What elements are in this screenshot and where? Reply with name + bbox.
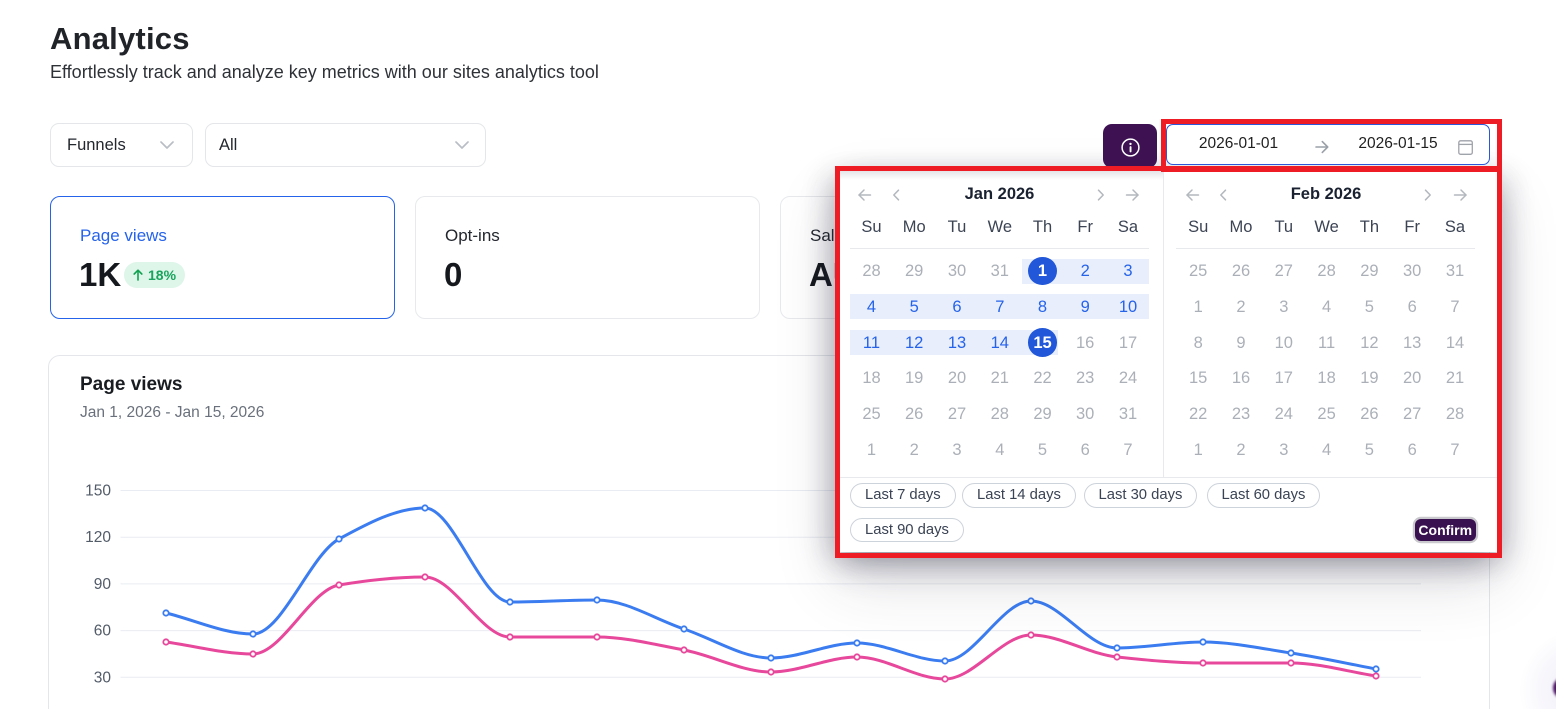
svg-text:150: 150	[85, 483, 111, 500]
svg-text:120: 120	[85, 529, 111, 546]
svg-text:60: 60	[94, 623, 112, 640]
svg-text:30: 30	[94, 669, 112, 686]
svg-text:90: 90	[94, 576, 112, 593]
